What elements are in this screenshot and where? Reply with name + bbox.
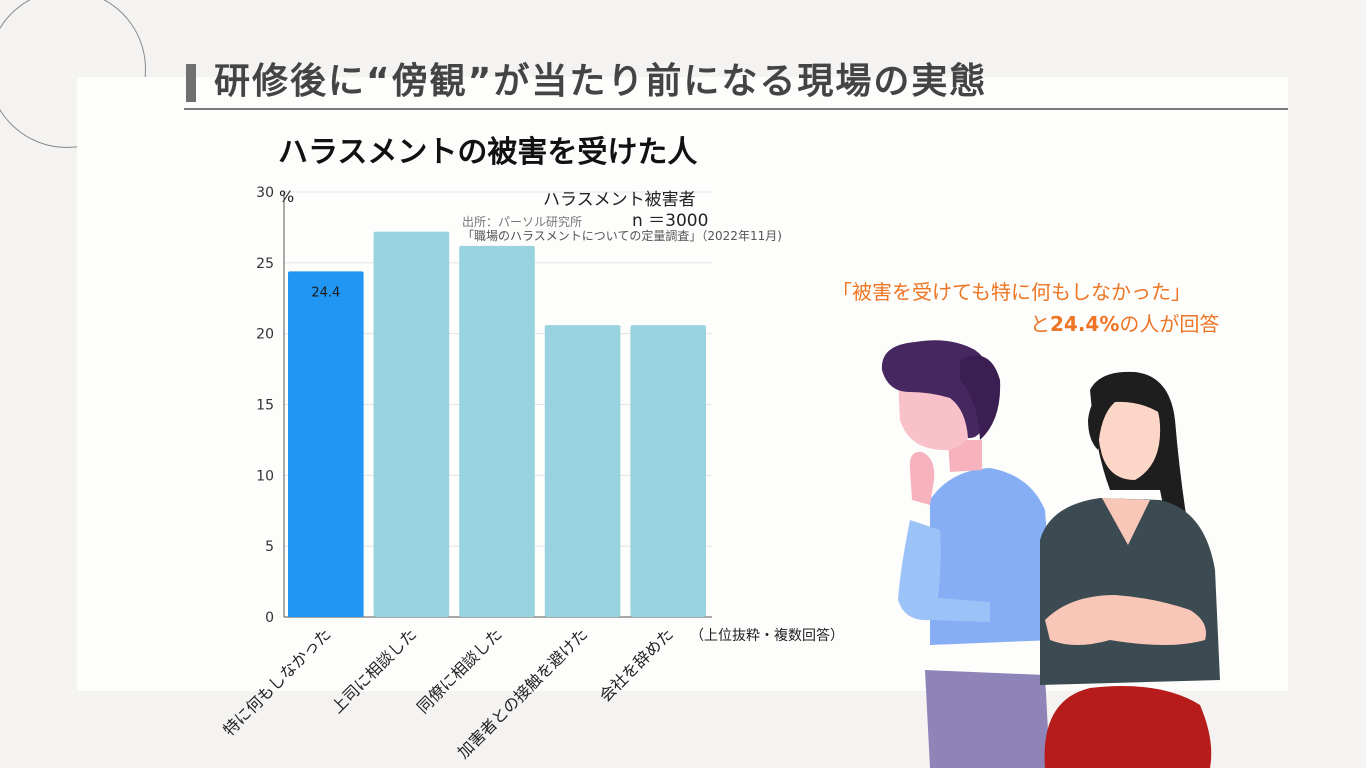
sample-size: n ＝3000 [632, 211, 709, 231]
callout-prefix: と [1030, 312, 1050, 336]
title-accent-bar [186, 64, 196, 102]
y-tick-label: 20 [256, 327, 274, 343]
y-tick-label: 25 [256, 256, 274, 272]
bar [630, 325, 706, 617]
page-title: 研修後に“傍観”が当たり前になる現場の実態 [214, 61, 988, 102]
chart-note: （上位抜粋・複数回答） [690, 628, 844, 644]
source-line-1: 出所：パーソル研究所 [462, 215, 583, 229]
y-tick-label: 5 [265, 539, 274, 555]
y-tick-label: 10 [256, 468, 274, 484]
y-tick-label: 30 [256, 185, 274, 201]
bar [288, 271, 364, 617]
y-axis-unit: % [279, 187, 295, 206]
series-name: ハラスメント被害者 [543, 190, 696, 210]
woman-arms-crossed-icon [1040, 371, 1220, 768]
x-tick-label: 特に何もしなかった [219, 624, 334, 739]
bar [544, 325, 621, 617]
y-tick-label: 15 [256, 398, 274, 414]
thinking-man-icon [881, 340, 1055, 768]
callout-line-1: 「被害を受けても特に何もしなかった」 [832, 280, 1191, 304]
chart-title: ハラスメントの被害を受けた人 [278, 135, 698, 170]
bar [373, 231, 450, 617]
callout-line-2: と24.4%の人が回答 [1030, 308, 1219, 337]
people-illustration [881, 340, 1220, 768]
data-label: 24.4 [311, 285, 340, 300]
decorative-circle [0, 0, 146, 148]
source-line-2: 「職場のハラスメントについての定量調査」（2022年11月) [462, 229, 782, 243]
y-tick-label: 0 [265, 610, 274, 626]
title-underline [184, 108, 1288, 110]
x-tick-label: 会社を辞めた [596, 624, 677, 705]
callout-suffix: の人が回答 [1119, 312, 1220, 336]
x-tick-label: 同僚に相談した [413, 624, 506, 717]
bar [459, 245, 535, 618]
callout-value: 24.4% [1050, 312, 1120, 336]
x-tick-label: 上司に相談した [328, 624, 421, 717]
